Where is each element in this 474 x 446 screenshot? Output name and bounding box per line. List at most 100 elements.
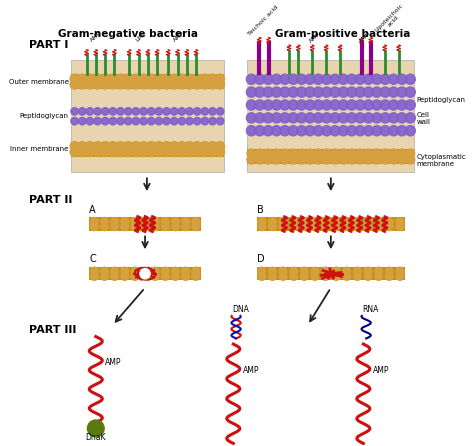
Text: Inner membrane: Inner membrane — [10, 146, 69, 152]
Circle shape — [385, 223, 393, 231]
Circle shape — [281, 155, 289, 164]
Circle shape — [301, 218, 308, 225]
Text: Outer membrane: Outer membrane — [9, 78, 69, 85]
Circle shape — [269, 218, 276, 225]
Circle shape — [140, 117, 147, 125]
Circle shape — [389, 87, 399, 97]
Circle shape — [172, 223, 179, 231]
Text: Lipoteichoic
acid: Lipoteichoic acid — [374, 2, 409, 37]
Circle shape — [313, 113, 323, 123]
Circle shape — [301, 267, 308, 275]
Circle shape — [389, 149, 398, 158]
Circle shape — [269, 223, 276, 231]
Text: Cell
wall: Cell wall — [416, 112, 430, 124]
Circle shape — [364, 149, 373, 158]
Circle shape — [330, 149, 339, 158]
Circle shape — [330, 74, 340, 84]
Circle shape — [70, 74, 79, 83]
Circle shape — [193, 141, 201, 151]
Circle shape — [396, 273, 404, 280]
Circle shape — [109, 74, 118, 83]
Circle shape — [258, 267, 266, 275]
Circle shape — [305, 87, 315, 97]
Circle shape — [109, 148, 118, 157]
Circle shape — [78, 80, 87, 89]
Circle shape — [141, 267, 149, 275]
Circle shape — [162, 267, 169, 275]
Circle shape — [301, 273, 308, 280]
Circle shape — [288, 74, 298, 84]
Circle shape — [94, 117, 101, 125]
Circle shape — [85, 148, 94, 157]
Text: AMP: AMP — [243, 366, 259, 375]
Text: PART II: PART II — [29, 195, 72, 206]
Circle shape — [131, 80, 140, 89]
Circle shape — [172, 273, 179, 280]
Text: Gram-positive bacteria: Gram-positive bacteria — [275, 29, 410, 38]
Circle shape — [280, 113, 290, 123]
Circle shape — [297, 126, 307, 136]
Circle shape — [343, 273, 351, 280]
Text: Teichoic acid: Teichoic acid — [247, 4, 279, 37]
Circle shape — [279, 218, 287, 225]
Circle shape — [354, 223, 361, 231]
Circle shape — [406, 149, 415, 158]
Bar — [71, 74, 224, 89]
Circle shape — [372, 100, 382, 110]
Circle shape — [347, 149, 356, 158]
Circle shape — [355, 113, 365, 123]
Circle shape — [139, 141, 148, 151]
Circle shape — [289, 155, 298, 164]
Circle shape — [91, 273, 98, 280]
Circle shape — [201, 107, 209, 115]
Circle shape — [131, 74, 140, 83]
Text: B: B — [256, 205, 263, 215]
Circle shape — [389, 155, 398, 164]
Circle shape — [100, 267, 109, 275]
Circle shape — [346, 113, 357, 123]
Circle shape — [389, 126, 399, 136]
Circle shape — [131, 267, 139, 275]
Circle shape — [163, 107, 170, 115]
Text: A: A — [89, 205, 96, 215]
Circle shape — [280, 126, 290, 136]
Circle shape — [322, 155, 331, 164]
Circle shape — [330, 126, 340, 136]
Circle shape — [193, 80, 201, 89]
Circle shape — [263, 87, 273, 97]
Circle shape — [255, 100, 265, 110]
Circle shape — [338, 74, 348, 84]
Circle shape — [355, 126, 365, 136]
Circle shape — [338, 87, 348, 97]
Circle shape — [170, 148, 179, 157]
Circle shape — [405, 113, 415, 123]
Circle shape — [131, 218, 139, 225]
Circle shape — [343, 218, 351, 225]
Circle shape — [201, 74, 210, 83]
Bar — [247, 73, 414, 137]
Circle shape — [116, 80, 125, 89]
Circle shape — [364, 155, 373, 164]
Circle shape — [155, 141, 164, 151]
Circle shape — [151, 223, 159, 231]
Circle shape — [121, 267, 128, 275]
Circle shape — [147, 80, 155, 89]
Circle shape — [397, 87, 407, 97]
Circle shape — [141, 273, 149, 280]
Circle shape — [380, 113, 390, 123]
Text: AMP: AMP — [309, 32, 322, 44]
Circle shape — [322, 267, 329, 275]
Circle shape — [155, 74, 164, 83]
Circle shape — [247, 155, 256, 164]
Circle shape — [162, 141, 171, 151]
Circle shape — [375, 267, 383, 275]
Circle shape — [124, 148, 133, 157]
Circle shape — [70, 148, 79, 157]
Circle shape — [258, 223, 266, 231]
Circle shape — [322, 273, 329, 280]
Circle shape — [141, 218, 149, 225]
Circle shape — [389, 100, 399, 110]
Text: LPS: LPS — [135, 32, 146, 43]
Circle shape — [111, 223, 118, 231]
Circle shape — [258, 218, 266, 225]
